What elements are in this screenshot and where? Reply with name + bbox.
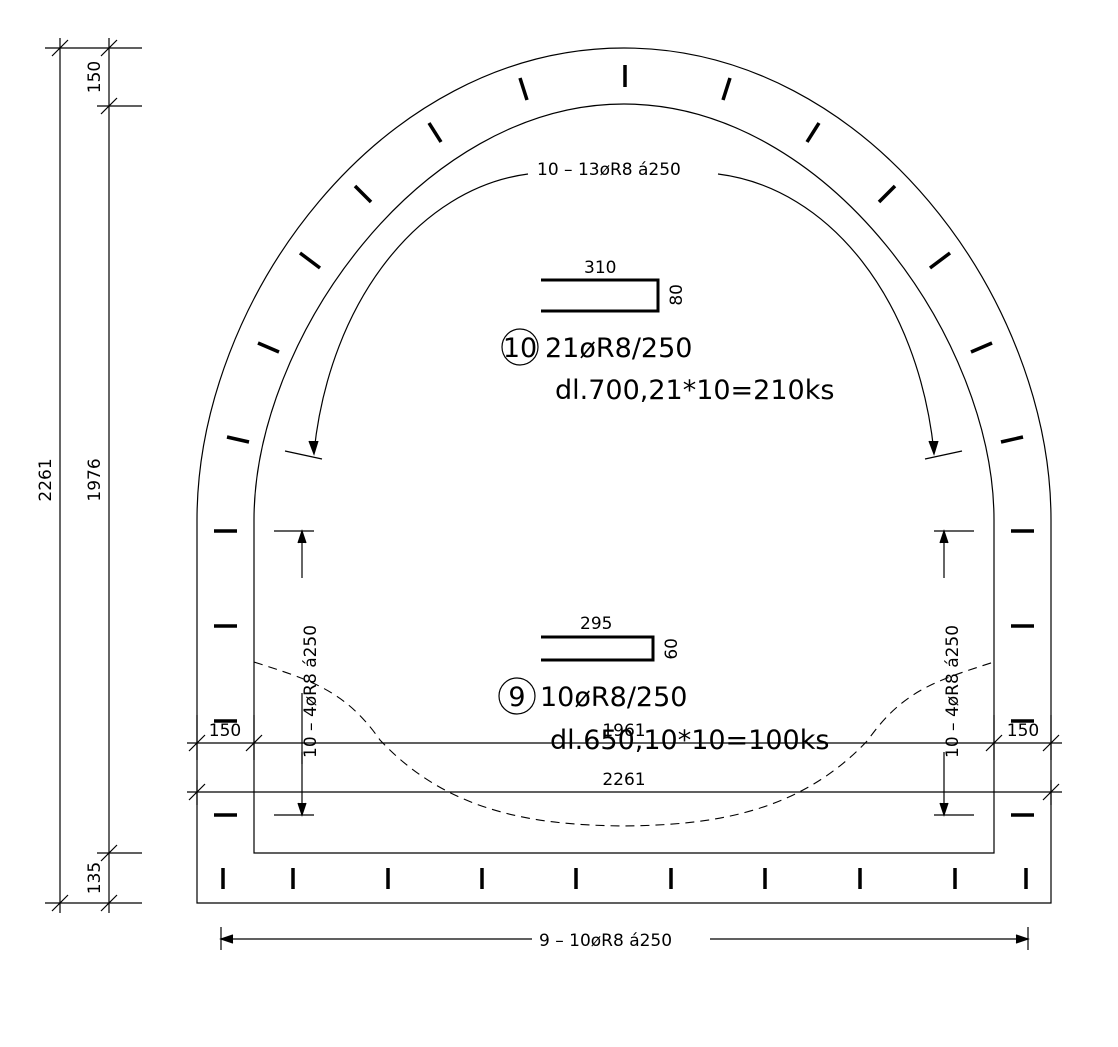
right-wall-distribution [934,529,974,817]
bottom-dim-left: 150 [209,721,241,741]
bar9-shape [541,635,655,662]
left-dim-top: 150 [85,61,105,93]
bottom-dimension-lines [187,715,1062,805]
bar10-hook: 80 [667,284,687,306]
bottom-distribution [219,927,1030,950]
arch-end-tick-right [924,450,963,460]
bar10-length-spec: dl.700,21*10=210ks [555,375,834,406]
left-dim-inner: 1976 [85,458,105,501]
bottom-rebar-ticks [221,868,1028,889]
bar10-number: 10 [503,333,537,364]
arch-distribution-label: 10 – 13øR8 á250 [537,160,681,180]
arch-distribution-arc-left [313,173,529,453]
left-dim-total: 2261 [36,458,56,501]
left-wall-distribution [274,529,314,817]
arch-end-tick-left [284,450,323,460]
wall-rebar-ticks [214,529,1034,817]
arch-distribution-arc-right [717,173,935,453]
bottom-distribution-label: 9 – 10øR8 á250 [539,931,672,951]
bar9-marker-circle [498,677,536,715]
arch-arrowhead-left [308,440,319,456]
bar10-shape [541,278,660,313]
inner-outline [253,103,995,854]
left-wall-distribution-label: 10 – 4øR8 á250 [301,625,321,758]
bar9-count-spec: 10øR8/250 [540,682,687,713]
bar9-hook: 60 [662,638,682,660]
bar10-length: 310 [584,258,616,278]
bottom-dim-right: 150 [1007,721,1039,741]
arch-rebar-ticks [226,65,1024,444]
arch-arrowhead-right [928,440,939,456]
right-wall-distribution-label: 10 – 4øR8 á250 [943,625,963,758]
bar9-number: 9 [508,682,525,713]
bar9-length: 295 [580,614,612,634]
outer-outline [196,47,1052,904]
bar10-count-spec: 21øR8/250 [545,333,692,364]
bottom-dim-inner: 1961 [602,721,645,741]
bottom-dim-total: 2261 [602,770,645,790]
bar9-length-spec: dl.650,10*10=100ks [550,725,829,756]
left-dim-bottom: 135 [85,862,105,894]
left-dimension-lines [45,38,142,913]
bar10-marker-circle [501,328,539,366]
